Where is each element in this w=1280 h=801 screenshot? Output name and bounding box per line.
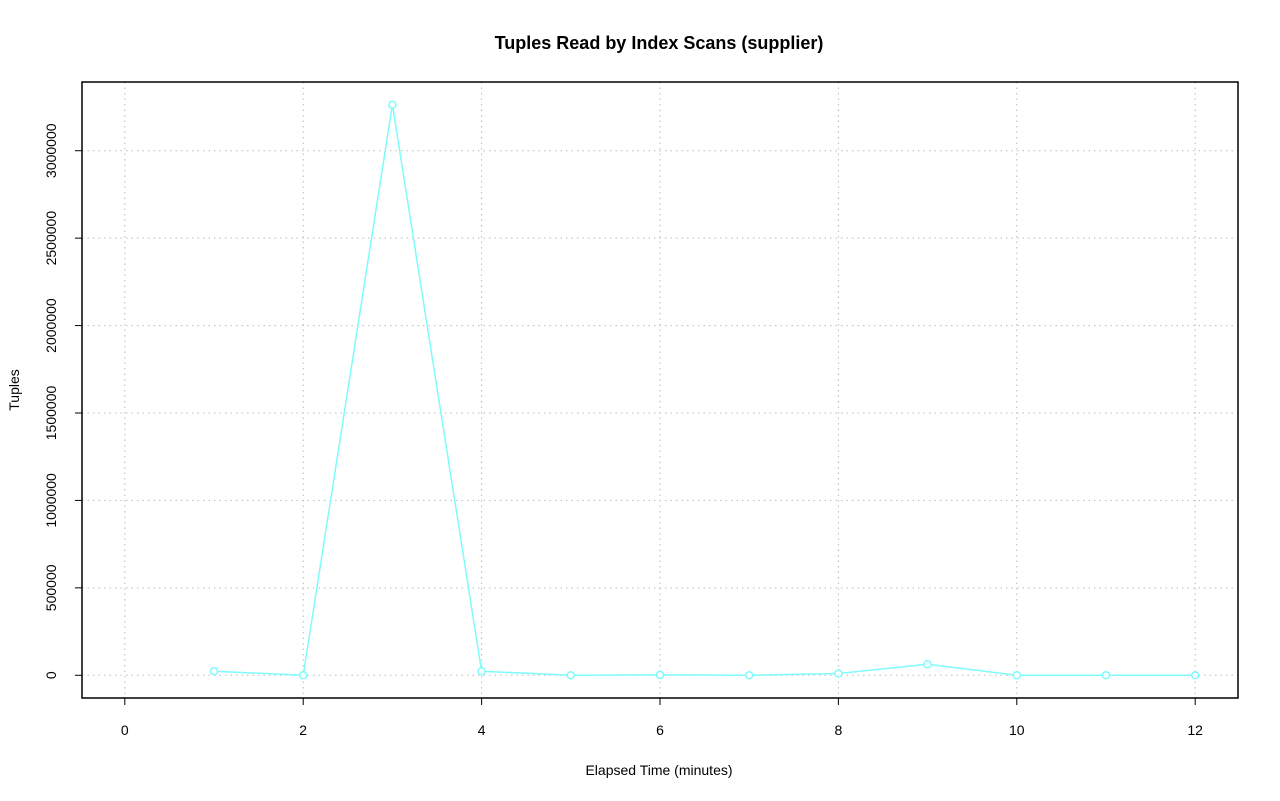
x-tick-label: 10 (1009, 722, 1025, 738)
y-tick-label: 500000 (43, 564, 59, 611)
data-point (1101, 671, 1111, 680)
x-tick-label: 2 (299, 722, 307, 738)
x-tick-label: 4 (478, 722, 486, 738)
y-axis-label: Tuples (6, 369, 22, 411)
data-point (655, 670, 665, 680)
y-tick-label: 1500000 (43, 386, 59, 441)
data-point (566, 671, 576, 680)
x-tick-label: 0 (121, 722, 129, 738)
data-point (834, 669, 843, 678)
data-point (209, 666, 219, 676)
y-tick-label: 3000000 (43, 123, 59, 178)
data-point (298, 671, 308, 680)
data-point (744, 671, 754, 680)
y-tick-label: 0 (43, 671, 59, 679)
x-tick-label: 6 (656, 722, 664, 738)
y-tick-label: 2500000 (43, 211, 59, 266)
data-point (1012, 671, 1022, 680)
x-tick-label: 8 (834, 722, 842, 738)
data-point (388, 100, 397, 109)
data-point (477, 666, 486, 676)
data-point (1190, 671, 1200, 680)
plot-frame (81, 81, 1239, 699)
chart-title: Tuples Read by Index Scans (supplier) (495, 33, 824, 53)
y-tick-label: 1000000 (43, 473, 59, 528)
x-tick-label: 12 (1187, 722, 1203, 738)
x-axis-label: Elapsed Time (minutes) (585, 762, 732, 778)
data-line (213, 104, 1196, 677)
y-tick-label: 2000000 (43, 298, 59, 353)
data-point (923, 660, 932, 669)
